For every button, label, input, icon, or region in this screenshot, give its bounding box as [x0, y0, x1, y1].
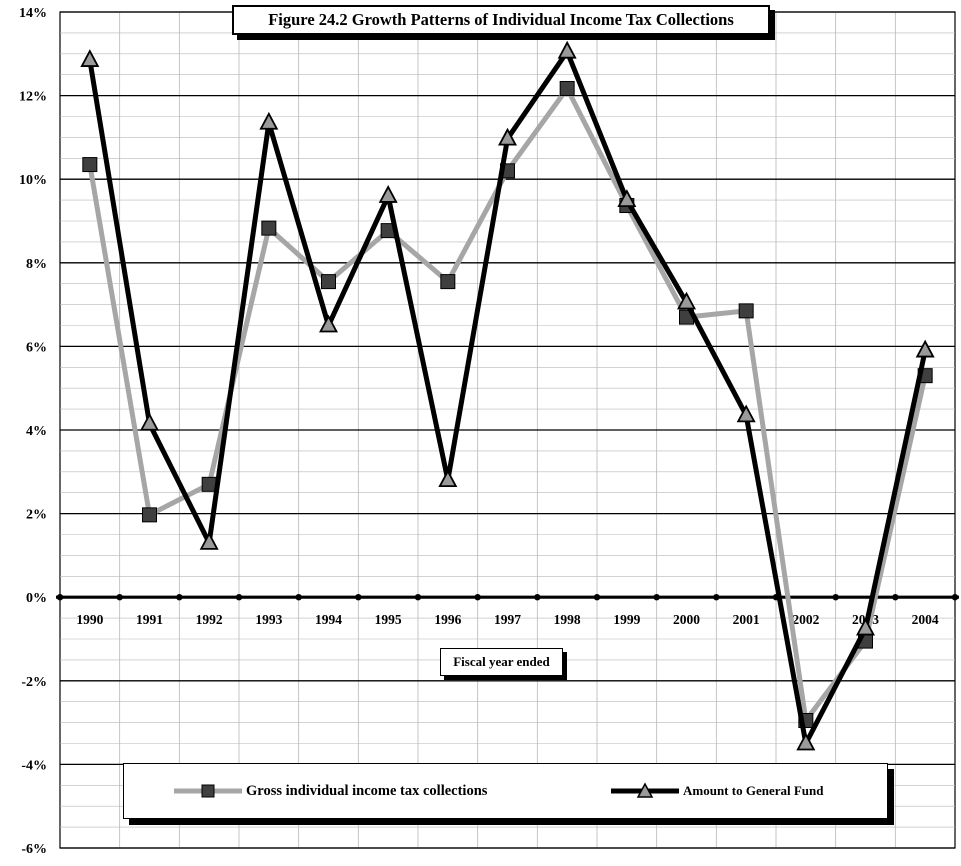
- x-tick-label: 1997: [494, 612, 521, 627]
- x-axis-tick: [713, 594, 720, 601]
- gross-point-marker: [321, 274, 336, 290]
- x-tick-label: 1991: [136, 612, 163, 627]
- x-tick-label: 2000: [673, 612, 700, 627]
- x-axis-tick: [176, 594, 183, 601]
- x-axis-tick: [116, 594, 123, 601]
- legend-label-gross: Gross individual income tax collections: [246, 782, 488, 799]
- general-fund-point-marker: [736, 404, 756, 423]
- general-fund-point-marker: [140, 412, 159, 431]
- x-axis-tick: [832, 594, 839, 601]
- legend-swatch-general-fund: [611, 782, 679, 798]
- x-tick-labels: 1990 1991 1992 1993 1994 1995 1996 1997 1998 1999…: [76, 612, 939, 627]
- y-tick-label: -6%: [21, 842, 47, 857]
- y-tick-labels: 14% 12% 10% 8% 6% 4% 2% 0% -2% -4% -6%: [19, 6, 47, 857]
- y-tick-label: 6%: [26, 340, 47, 355]
- legend-entry-gross: Gross individual income tax collections: [174, 764, 487, 818]
- y-tick-label: 12%: [19, 90, 47, 105]
- chart-title-text: Figure 24.2 Growth Patterns of Individua…: [268, 10, 734, 29]
- x-tick-label: 1995: [375, 612, 402, 627]
- x-tick-label: 1998: [554, 612, 581, 627]
- gross-point-marker: [142, 507, 157, 523]
- general-fund-point-marker: [199, 531, 219, 550]
- general-fund-point-marker: [378, 185, 398, 203]
- gross-point-marker: [261, 220, 277, 236]
- x-axis-tick: [534, 594, 541, 601]
- x-tick-label: 2002: [792, 612, 819, 627]
- y-tick-label: 8%: [26, 257, 47, 272]
- y-tick-label: 4%: [26, 424, 47, 439]
- legend-swatch-gross: [174, 784, 242, 798]
- x-axis-tick: [56, 594, 64, 601]
- series-line-general-fund: [87, 49, 928, 746]
- general-fund-point-marker: [557, 40, 577, 59]
- legend: Gross individual income tax collections …: [123, 763, 888, 819]
- general-fund-point-marker: [319, 314, 338, 333]
- general-fund-point-marker: [915, 339, 935, 358]
- x-tick-label: 1994: [315, 612, 342, 627]
- legend-entry-general-fund: Amount to General Fund: [611, 764, 823, 818]
- y-tick-label: -2%: [21, 675, 47, 690]
- general-fund-point-marker: [259, 111, 279, 130]
- x-axis-tick: [653, 594, 660, 601]
- x-tick-label: 2004: [912, 612, 939, 627]
- y-tick-label: 10%: [19, 173, 47, 188]
- y-tick-label: -4%: [21, 758, 47, 773]
- x-axis: [56, 594, 959, 601]
- y-tick-label: 0%: [26, 591, 47, 606]
- general-fund-point-marker: [677, 291, 696, 310]
- x-tick-label: 1993: [255, 612, 282, 627]
- x-tick-label: 2001: [733, 612, 760, 627]
- general-fund-point-marker: [796, 732, 816, 751]
- general-fund-point-marker: [617, 189, 637, 208]
- general-fund-point-marker: [498, 127, 517, 146]
- x-axis-tick: [414, 594, 422, 601]
- x-tick-label: 1996: [434, 612, 461, 627]
- x-axis-tick: [892, 594, 899, 601]
- general-fund-point-marker: [438, 469, 458, 488]
- gross-point-marker: [440, 274, 456, 290]
- gross-point-marker: [82, 157, 98, 173]
- x-tick-label: 1990: [76, 612, 103, 627]
- x-axis-tick: [355, 594, 362, 601]
- x-axis-tick: [593, 594, 601, 601]
- legend-label-general-fund: Amount to General Fund: [683, 783, 824, 798]
- x-axis-label: Fiscal year ended: [440, 648, 563, 676]
- gross-point-marker: [738, 303, 754, 319]
- general-fund-point-marker: [80, 49, 100, 67]
- gross-point-marker: [201, 476, 217, 492]
- x-axis-tick: [951, 594, 959, 601]
- x-tick-label: 1999: [613, 612, 640, 627]
- chart-title: Figure 24.2 Growth Patterns of Individua…: [232, 5, 770, 35]
- x-axis-tick: [474, 594, 481, 601]
- x-axis-tick: [295, 594, 302, 601]
- y-tick-label: 14%: [19, 6, 47, 21]
- x-axis-tick: [235, 594, 243, 601]
- gross-point-marker: [559, 80, 575, 96]
- general-fund-point-marker: [856, 617, 875, 636]
- x-axis-label-text: Fiscal year ended: [453, 654, 550, 669]
- y-tick-label: 2%: [26, 508, 47, 523]
- data-series: [80, 40, 935, 751]
- x-tick-label: 1992: [196, 612, 223, 627]
